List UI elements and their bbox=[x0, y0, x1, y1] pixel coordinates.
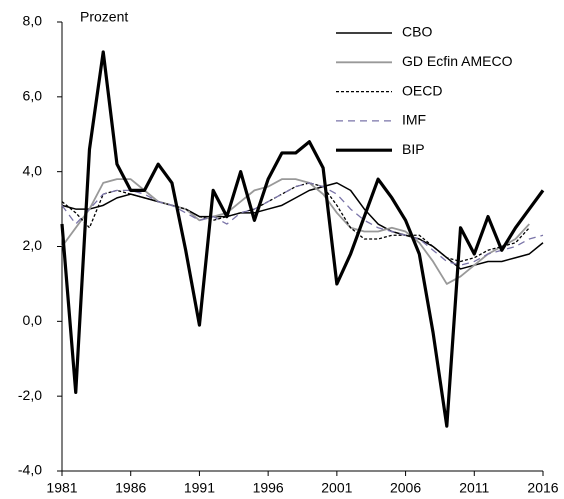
x-tick-label: 2006 bbox=[390, 480, 421, 496]
x-tick-label: 2016 bbox=[527, 480, 558, 496]
series-line bbox=[60, 50, 545, 428]
y-tick-label: 8,0 bbox=[23, 13, 43, 29]
series-line bbox=[61, 182, 544, 266]
x-tick-label: 1991 bbox=[184, 480, 215, 496]
legend-label: CBO bbox=[402, 24, 432, 40]
annotation: Prozent bbox=[80, 9, 128, 25]
x-tick-label: 1981 bbox=[46, 480, 77, 496]
y-tick-label: 4,0 bbox=[23, 162, 43, 178]
x-tick-label: 1986 bbox=[115, 480, 146, 496]
x-tick-label: 2001 bbox=[321, 480, 352, 496]
y-tick-label: 6,0 bbox=[23, 88, 43, 104]
x-tick-label: 1996 bbox=[253, 480, 284, 496]
legend-label: GD Ecfin AMECO bbox=[402, 53, 513, 69]
y-tick-label: -4,0 bbox=[18, 462, 42, 478]
legend-label: BIP bbox=[402, 141, 425, 157]
y-tick-label: -2,0 bbox=[18, 387, 42, 403]
legend-label: OECD bbox=[402, 82, 442, 98]
series-line bbox=[61, 178, 530, 285]
legend-label: IMF bbox=[402, 112, 426, 128]
series-line bbox=[61, 182, 544, 270]
y-tick-label: 2,0 bbox=[23, 237, 43, 253]
y-tick-label: 0,0 bbox=[23, 312, 43, 328]
series-line bbox=[61, 182, 530, 263]
x-tick-label: 2011 bbox=[459, 480, 489, 496]
